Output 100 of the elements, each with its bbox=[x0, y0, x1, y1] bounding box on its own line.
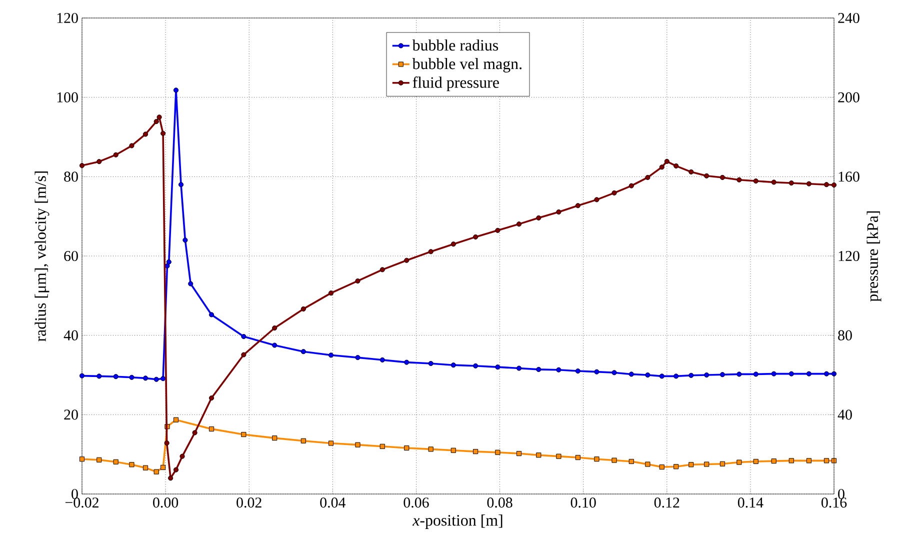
point bbox=[788, 458, 794, 464]
point bbox=[272, 436, 278, 441]
point bbox=[771, 180, 776, 185]
point bbox=[516, 222, 522, 227]
point bbox=[824, 182, 830, 188]
y-tick-label: 80 bbox=[64, 172, 78, 182]
y2-tick-label: 0 bbox=[838, 488, 844, 500]
point bbox=[328, 290, 334, 296]
y-tick-label: 20 bbox=[64, 410, 78, 420]
point bbox=[129, 374, 134, 380]
x-tick-label: 0.04 bbox=[320, 498, 346, 508]
point bbox=[612, 458, 617, 463]
point bbox=[160, 464, 166, 470]
point bbox=[164, 440, 170, 446]
point bbox=[188, 281, 194, 286]
point bbox=[736, 460, 742, 465]
point bbox=[753, 458, 758, 464]
point bbox=[516, 451, 522, 456]
y2-tick-label: 40 bbox=[838, 410, 852, 420]
point bbox=[659, 164, 664, 170]
point bbox=[450, 242, 456, 247]
y-tick-label: 0 bbox=[72, 488, 78, 500]
y-tick-label: 100 bbox=[57, 92, 78, 102]
point bbox=[173, 417, 179, 422]
point bbox=[645, 372, 650, 378]
point bbox=[704, 372, 710, 378]
point bbox=[272, 342, 278, 348]
point bbox=[688, 372, 694, 378]
point bbox=[720, 461, 726, 466]
point bbox=[328, 352, 334, 358]
point bbox=[160, 376, 166, 382]
point bbox=[824, 371, 830, 376]
point bbox=[771, 371, 776, 376]
point bbox=[659, 374, 664, 379]
x-axis-title: x-position [m] bbox=[412, 514, 502, 529]
point bbox=[575, 454, 580, 460]
point bbox=[594, 369, 600, 374]
point bbox=[142, 465, 148, 470]
point bbox=[355, 278, 360, 284]
point bbox=[404, 445, 410, 451]
point bbox=[79, 373, 85, 378]
point bbox=[556, 209, 562, 215]
point bbox=[831, 182, 837, 188]
point bbox=[450, 362, 456, 368]
point bbox=[536, 452, 542, 458]
point bbox=[241, 432, 246, 438]
point bbox=[495, 450, 500, 455]
y2-axis-title: pressure [kPa] bbox=[866, 211, 882, 302]
point bbox=[788, 371, 794, 376]
point bbox=[556, 367, 562, 372]
point bbox=[645, 174, 650, 180]
point bbox=[355, 355, 360, 360]
y2-tick-label: 120 bbox=[838, 250, 860, 262]
point bbox=[495, 364, 500, 370]
point bbox=[154, 376, 159, 382]
point bbox=[208, 426, 214, 432]
point bbox=[113, 459, 118, 464]
point bbox=[113, 152, 118, 158]
point bbox=[450, 448, 456, 453]
point bbox=[173, 467, 179, 472]
legend-label: bubble radius bbox=[412, 39, 498, 51]
point bbox=[154, 118, 159, 124]
point bbox=[806, 181, 812, 186]
y2-tick-label: 240 bbox=[838, 12, 860, 24]
x-tick-label: 0.10 bbox=[570, 498, 596, 508]
point bbox=[473, 363, 478, 368]
point bbox=[96, 457, 102, 462]
point bbox=[628, 372, 634, 377]
point bbox=[771, 458, 776, 464]
x-tick-label: −0.02 bbox=[65, 498, 98, 508]
point bbox=[300, 349, 306, 354]
point bbox=[612, 370, 617, 376]
point bbox=[556, 454, 562, 459]
point bbox=[674, 163, 679, 168]
y2-tick-label: 200 bbox=[838, 92, 860, 102]
point bbox=[612, 190, 617, 196]
point bbox=[720, 174, 726, 180]
point bbox=[380, 357, 385, 362]
x-tick-label: 0.08 bbox=[487, 498, 512, 508]
x-tick-label: 0.12 bbox=[654, 498, 680, 508]
point bbox=[536, 366, 542, 372]
point bbox=[380, 267, 385, 272]
point bbox=[575, 203, 580, 208]
point bbox=[594, 456, 600, 462]
point bbox=[178, 182, 184, 188]
point bbox=[168, 476, 174, 481]
point bbox=[129, 143, 134, 148]
point bbox=[79, 456, 85, 462]
y-tick-label: 120 bbox=[57, 12, 78, 24]
point bbox=[806, 371, 812, 376]
point bbox=[428, 360, 434, 366]
point bbox=[495, 228, 500, 233]
point bbox=[753, 372, 758, 377]
point bbox=[628, 183, 634, 188]
point bbox=[96, 374, 102, 379]
point bbox=[113, 374, 118, 380]
point bbox=[166, 259, 172, 264]
point bbox=[328, 440, 334, 446]
point bbox=[300, 438, 306, 444]
point bbox=[79, 163, 85, 168]
